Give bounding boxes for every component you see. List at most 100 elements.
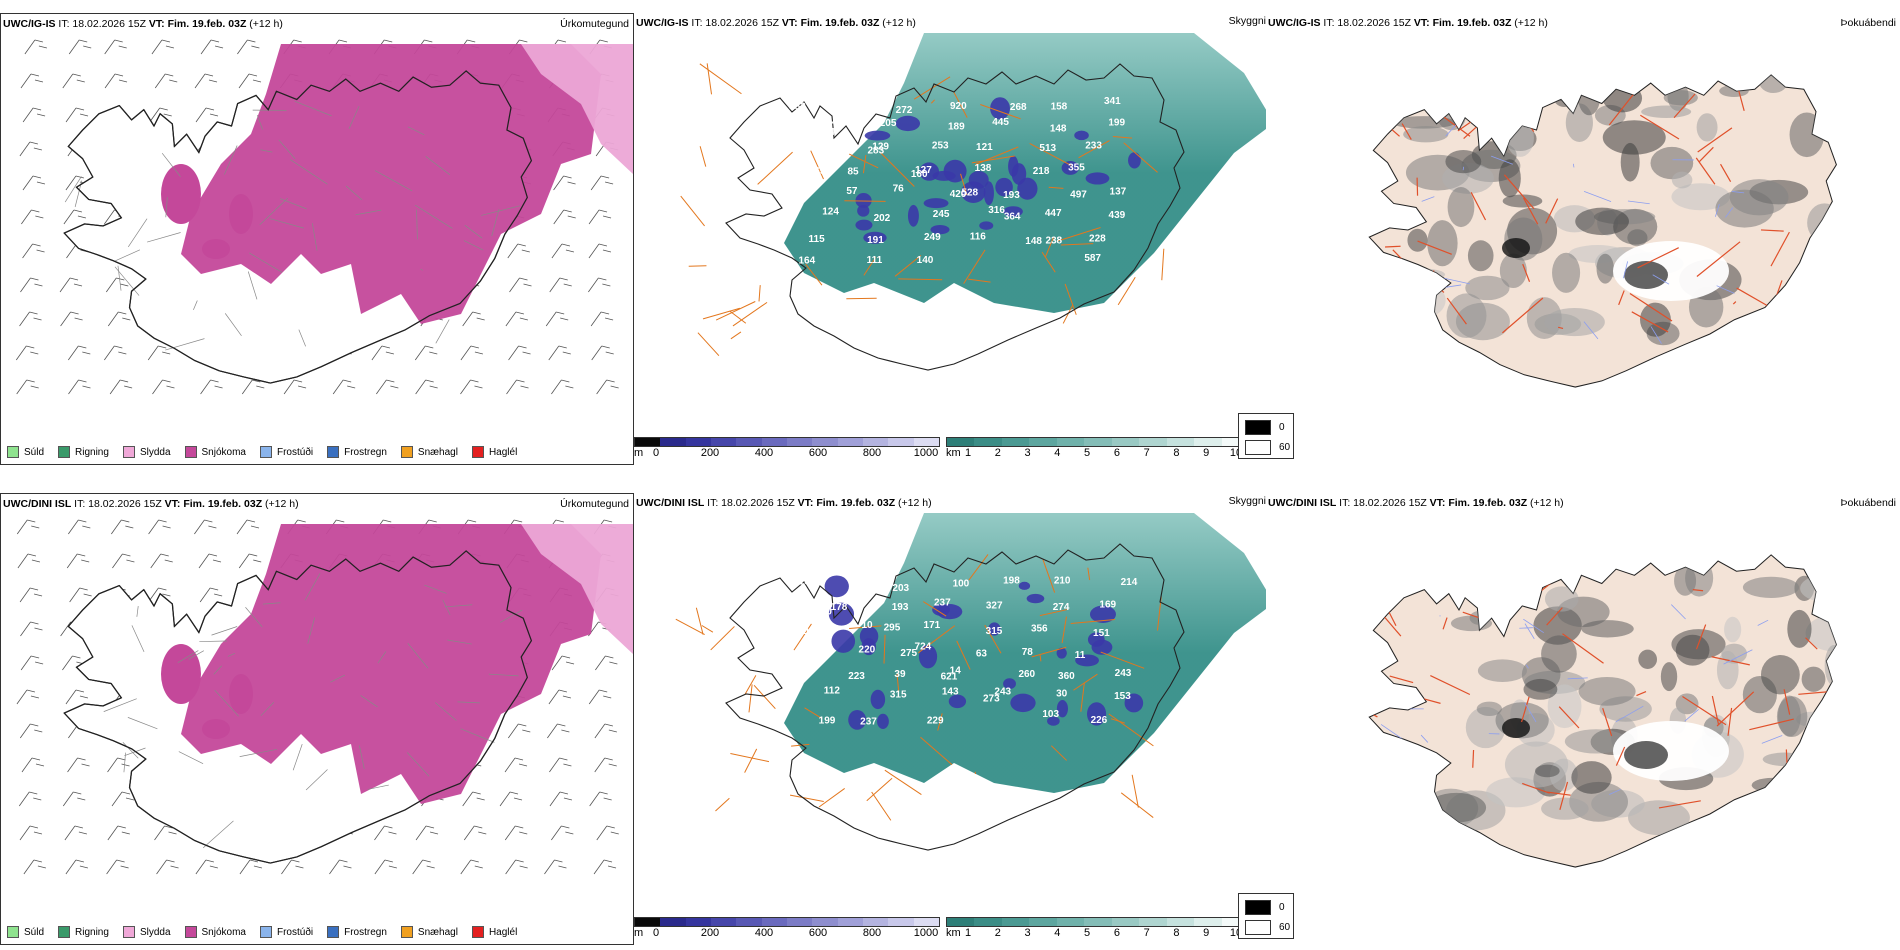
low-cloud-patch bbox=[824, 575, 849, 598]
low-cloud-patch bbox=[919, 162, 940, 181]
low-cloud-patch bbox=[877, 713, 889, 729]
cloud-base-label: 347 bbox=[840, 102, 857, 113]
colorbar-tick: 0 bbox=[652, 447, 660, 459]
visibility-map: 852 347 272 920 268 158 341 404 205 189 445 148 199 2… bbox=[680, 33, 1266, 371]
low-cloud-patch bbox=[1008, 155, 1019, 177]
cloud-base-label: 151 bbox=[1093, 628, 1110, 639]
precip-legend-label: Slydda bbox=[139, 446, 171, 458]
colorbar-cell bbox=[947, 438, 975, 446]
fog-light-swatch bbox=[1245, 920, 1271, 935]
cloud-base-label: 364 bbox=[1004, 212, 1021, 223]
cloud-base-label: 103 bbox=[1042, 709, 1059, 720]
colorbar-tick: 600 bbox=[808, 927, 828, 939]
precip-legend-swatch bbox=[58, 926, 71, 938]
cloud-base-label: 724 bbox=[915, 642, 932, 653]
cloud-base-label: 360 bbox=[1058, 671, 1075, 682]
low-cloud-patch bbox=[1085, 172, 1110, 185]
low-cloud-patch bbox=[859, 626, 879, 647]
cloud-base-label: 283 bbox=[867, 145, 884, 156]
cloud-base-label: 852 bbox=[789, 102, 806, 113]
colorbar-cell bbox=[1029, 918, 1057, 926]
road-network bbox=[675, 554, 1162, 821]
fog-map bbox=[1368, 554, 1837, 868]
vt-label: VT: Fim. 19.feb. 03Z bbox=[164, 498, 263, 510]
snow-area bbox=[181, 524, 601, 804]
colorbar-cell bbox=[1056, 438, 1085, 446]
low-cloud-patch bbox=[831, 629, 856, 653]
cloud-base-label: 169 bbox=[1099, 600, 1116, 611]
colorbar-cell bbox=[1001, 438, 1030, 446]
panel-title: UWC/DINI ISL IT: 18.02.2026 15Z VT: Fim.… bbox=[3, 498, 299, 510]
precip-legend-swatch bbox=[122, 926, 135, 938]
low-cloud-patch bbox=[870, 689, 886, 710]
fog-light-swatch bbox=[1245, 440, 1271, 455]
colorbar-cell bbox=[736, 438, 762, 446]
cloud-base-label: 63 bbox=[976, 649, 988, 660]
low-cloud-patch bbox=[1017, 177, 1038, 200]
low-cloud-patch bbox=[1056, 699, 1068, 718]
precip-legend-swatch bbox=[471, 926, 484, 938]
colorbar-tick: 0 bbox=[652, 927, 660, 939]
precip-legend-swatch bbox=[259, 926, 272, 938]
cloud-base-label: 57 bbox=[846, 186, 858, 197]
precip-legend-swatch bbox=[400, 926, 413, 938]
colorbar-cell bbox=[685, 438, 711, 446]
cloud-base-label: 465 bbox=[809, 166, 826, 177]
precip-legend-label: Frostúði bbox=[276, 446, 314, 458]
precip-legend-swatch bbox=[471, 446, 484, 458]
cloud-base-label: 198 bbox=[1003, 576, 1020, 587]
cloud-base-label: 153 bbox=[1114, 691, 1131, 702]
coastline bbox=[63, 550, 533, 864]
road-network bbox=[103, 573, 523, 849]
cloud-base-label: 223 bbox=[848, 671, 865, 682]
panel-title: UWC/DINI ISL IT: 18.02.2026 15Z VT: Fim.… bbox=[1268, 497, 1564, 509]
colorbar-cell bbox=[660, 438, 686, 446]
low-cloud-patch bbox=[990, 97, 1010, 120]
colorbar-unit: km bbox=[946, 447, 961, 459]
colorbar-unit: m bbox=[634, 927, 644, 939]
precip-legend-swatch bbox=[400, 446, 413, 458]
cloud-base-label: 158 bbox=[1051, 102, 1068, 113]
cloud-base-label: 193 bbox=[892, 602, 909, 613]
colorbar-cell bbox=[913, 918, 939, 926]
colorbar-tick: 3 bbox=[1024, 447, 1031, 459]
cloud-base-label: 78 bbox=[1022, 647, 1034, 658]
cloud-base-label: 226 bbox=[1091, 715, 1108, 726]
cloud-base-label: 315 bbox=[986, 626, 1003, 637]
lead-label: (+12 h) bbox=[249, 18, 283, 30]
precip-legend-item: Slydda bbox=[122, 446, 171, 458]
fog-light-label: 60 bbox=[1279, 442, 1291, 453]
precip-type-panel-row1: UWC/IG-IS IT: 18.02.2026 15Z VT: Fim. 19… bbox=[0, 13, 634, 465]
colorbar-tick: 9 bbox=[1203, 447, 1210, 459]
precip-legend-swatch bbox=[58, 446, 71, 458]
colorbar-cell bbox=[1084, 918, 1112, 926]
colorbar-tick: 4 bbox=[1054, 927, 1061, 939]
cloud-base-label: 513 bbox=[1039, 143, 1056, 154]
colorbar-tick: 2 bbox=[994, 927, 1001, 939]
precip-legend-label: Snæhagl bbox=[417, 926, 458, 938]
fog-map bbox=[1368, 74, 1837, 388]
precip-legend-label: Haglél bbox=[488, 446, 518, 458]
precip-legend-item: Haglél bbox=[471, 926, 517, 938]
lead-label: (+12 h) bbox=[1530, 497, 1564, 509]
colorbar-cell bbox=[837, 438, 863, 446]
colorbar-cell bbox=[786, 438, 813, 446]
panel-title: UWC/DINI ISL IT: 18.02.2026 15Z VT: Fim.… bbox=[636, 497, 932, 509]
model-name: UWC/IG-IS bbox=[1268, 17, 1321, 29]
vt-label: VT: Fim. 19.feb. 03Z bbox=[797, 497, 896, 509]
cloud-base-label: 112 bbox=[824, 686, 841, 697]
it-label: IT: 18.02.2026 15Z bbox=[691, 17, 779, 29]
cloud-base-label: 404 bbox=[832, 117, 849, 128]
precip-legend-item: Frostregn bbox=[327, 446, 387, 458]
ceiling-colorbar: m 0 200 400 600 800 1000 bbox=[634, 917, 940, 945]
low-cloud-patch bbox=[1075, 654, 1099, 667]
precip-legend-item: Rigning bbox=[58, 926, 109, 938]
colorbar-tick: 200 bbox=[700, 927, 720, 939]
cloud-base-label: 164 bbox=[799, 256, 816, 267]
precip-legend-item: Snæhagl bbox=[400, 446, 458, 458]
precip-legend-label: Súld bbox=[24, 446, 45, 458]
low-cloud-patch bbox=[1047, 716, 1060, 726]
snow-patch bbox=[229, 674, 253, 714]
cloud-base-label: 271 bbox=[813, 142, 830, 153]
colorbar-cell bbox=[812, 918, 838, 926]
